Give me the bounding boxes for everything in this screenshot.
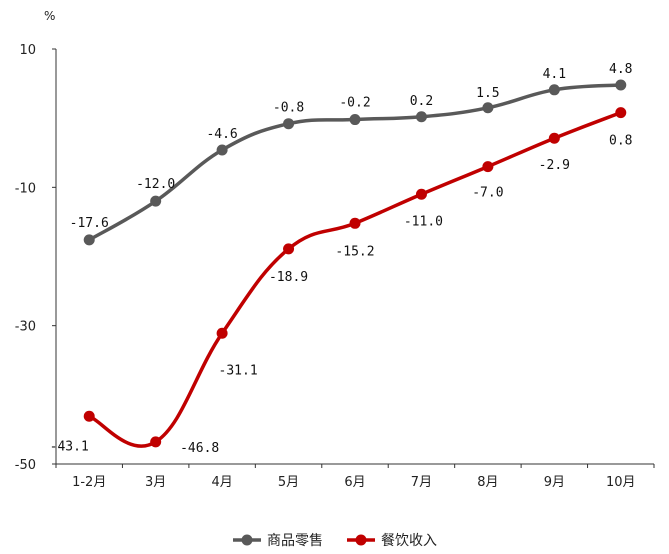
data-point (415, 188, 427, 200)
legend-swatch-marker (355, 534, 367, 546)
legend: 商品零售 餐饮收入 (233, 533, 437, 549)
data-label: -0.2 (339, 96, 370, 111)
x-tick-label: 8月 (477, 475, 498, 490)
x-tick-label: 7月 (411, 475, 432, 490)
data-point (216, 327, 228, 339)
data-point (349, 114, 361, 126)
data-point (349, 217, 361, 229)
data-point (150, 195, 162, 207)
x-tick-label: 3月 (145, 475, 166, 490)
data-point (216, 144, 228, 156)
data-point (283, 243, 295, 255)
data-label: 4.1 (543, 67, 566, 82)
x-tick-label: 5月 (278, 475, 299, 490)
data-label: -0.8 (273, 101, 304, 116)
data-label: -17.6 (70, 216, 109, 231)
x-tick-label: 9月 (544, 475, 565, 490)
axes: 10 -10 -30 -50 1-2月 3月 4月 5月 6月 7月 8月 9月 10月 (15, 43, 655, 490)
data-label: -15.2 (335, 244, 374, 259)
data-label: -46.8 (180, 441, 219, 456)
y-tick-label: -30 (15, 320, 36, 335)
legend-swatch-marker (241, 534, 253, 546)
data-label: -2.9 (539, 158, 570, 173)
data-point (83, 234, 95, 246)
x-tick-label: 10月 (606, 475, 636, 490)
data-point (615, 79, 627, 91)
legend-item: 餐饮收入 (347, 533, 437, 549)
x-tick-label: 6月 (344, 475, 365, 490)
y-tick-label: -50 (15, 458, 36, 473)
data-label: 0.8 (609, 134, 632, 149)
data-label: 0.2 (410, 94, 433, 109)
x-tick-label: 1-2月 (72, 475, 106, 490)
data-point (150, 436, 162, 448)
data-label: 4.8 (609, 62, 632, 77)
y-unit-label: % (44, 9, 55, 23)
data-labels: -17.6 -12.0 -4.6 -0.8 -0.2 0.2 1.5 4.1 4.8 -43.1 -… (50, 62, 633, 456)
data-label: -43.1 (50, 439, 89, 454)
data-point (548, 84, 560, 96)
data-label: -18.9 (269, 270, 308, 285)
data-point (83, 410, 95, 422)
legend-label: 商品零售 (267, 533, 323, 549)
data-point (482, 161, 494, 173)
series-layer (83, 79, 627, 448)
data-label: -31.1 (219, 363, 258, 378)
y-tick-label: -10 (15, 181, 36, 196)
data-label: 1.5 (476, 86, 499, 101)
data-point (615, 107, 627, 119)
data-label: -11.0 (404, 214, 443, 229)
data-label: -7.0 (472, 186, 503, 201)
data-point (283, 118, 295, 130)
data-label: -4.6 (206, 127, 237, 142)
data-point (482, 102, 494, 114)
data-point (415, 111, 427, 123)
legend-label: 餐饮收入 (381, 533, 437, 549)
x-tick-label: 4月 (211, 475, 232, 490)
legend-item: 商品零售 (233, 533, 323, 549)
series-line (87, 110, 623, 448)
data-label: -12.0 (136, 177, 175, 192)
y-tick-label: 10 (19, 43, 36, 58)
data-point (548, 132, 560, 144)
